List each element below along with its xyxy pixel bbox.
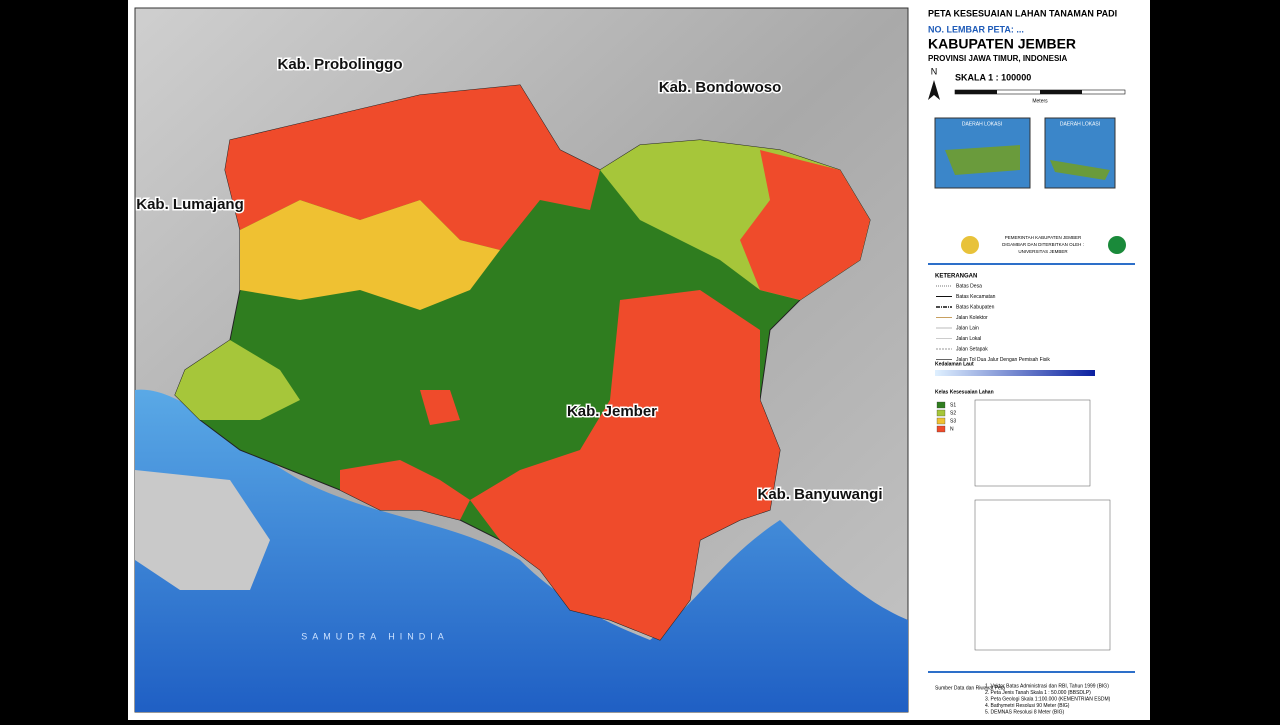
- north-label: N: [931, 66, 938, 76]
- inset-label: DAERAH LOKASI: [1060, 121, 1100, 127]
- inset-land: [1050, 160, 1110, 180]
- zone-n-east: [740, 150, 870, 300]
- island: [135, 470, 270, 590]
- publisher: UNIVERSITAS JEMBER: [1018, 249, 1068, 254]
- class-title: Kelas Kesesuaian Lahan: [935, 389, 994, 395]
- legend-text: Batas Desa: [956, 283, 982, 289]
- source-item: 5. DEMNAS Resolusi 8 Meter (BIG): [985, 709, 1065, 715]
- class-swatch: [936, 409, 946, 417]
- region-label: Kab. Probolinggo: [278, 56, 403, 73]
- sheet-number: NO. LEMBAR PETA: ...: [928, 24, 1024, 34]
- zone-n-coast: [340, 460, 470, 520]
- publisher: DIGAMBAR DAN DITERBITKAN OLEH :: [1002, 242, 1084, 247]
- zone-n-patch: [420, 390, 460, 425]
- scale-bar: [1040, 90, 1082, 94]
- heading: KABUPATEN JEMBER: [928, 36, 1076, 52]
- scale-text: SKALA 1 : 100000: [955, 72, 1031, 82]
- source-item: 4. Bathymetri Resolusi 90 Meter (BIG): [985, 703, 1070, 709]
- logo: [1108, 236, 1126, 254]
- inset-land: [945, 145, 1020, 175]
- subheading: PROVINSI JAWA TIMUR, INDONESIA: [928, 54, 1067, 63]
- class-text: S3: [950, 418, 956, 424]
- source-item: 3. Peta Geologi Skala 1:100.000 (KEMENTR…: [985, 696, 1111, 702]
- legend-title: KETERANGAN: [935, 274, 977, 280]
- depth-title: Kedalaman Laut: [935, 361, 974, 367]
- zone-s3-north: [240, 200, 500, 310]
- legend-text: Jalan Kolektor: [956, 315, 988, 321]
- legend-text: Batas Kecamatan: [956, 294, 996, 300]
- source-item: 1. Vektor Batas Administrasi dan RBI, Ta…: [985, 683, 1109, 689]
- class-swatch: [936, 401, 946, 409]
- legend-text: Batas Kabupaten: [956, 304, 995, 310]
- attribute-table: [974, 399, 1111, 651]
- class-text: N: [950, 426, 954, 432]
- legend-text: Jalan Tol Dua Jalur Dengan Pemisah Fisik: [956, 357, 1050, 363]
- class-text: S2: [950, 410, 956, 416]
- inset-label: DAERAH LOKASI: [962, 121, 1002, 127]
- scale-bar: [955, 90, 997, 94]
- region-label: Kab. Lumajang: [136, 196, 244, 213]
- north-arrow: [928, 80, 940, 100]
- depth-ramp: [935, 370, 1095, 376]
- publisher: PEMERINTAH KABUPATEN JEMBER: [1005, 235, 1082, 240]
- class-text: S1: [950, 402, 956, 408]
- legend-text: Jalan Setapak: [956, 346, 988, 352]
- sea: [135, 389, 908, 712]
- legend-text: Jalan Lain: [956, 325, 979, 331]
- region-label: Kab. Jember: [567, 403, 657, 420]
- zone-n-north: [225, 85, 600, 250]
- region-label: Kab. Bondowoso: [659, 79, 782, 96]
- class-swatch: [936, 425, 946, 433]
- sea-label: SAMUDRA HINDIA: [301, 631, 449, 641]
- scale-unit: Meters: [1032, 98, 1048, 104]
- legend-text: Jalan Lokal: [956, 336, 981, 342]
- logo: [961, 236, 979, 254]
- zone-s2-west: [175, 340, 300, 420]
- source-title: Sumber Data dan Riwayat Peta: [935, 685, 1005, 691]
- map-title: PETA KESESUAIAN LAHAN TANAMAN PADI: [928, 8, 1117, 18]
- zone-n-south: [470, 290, 780, 640]
- region-label: Kab. Banyuwangi: [757, 486, 882, 503]
- class-swatch: [936, 417, 946, 425]
- source-item: 2. Peta Jenis Tanah Skala 1 : 50.000 (BB…: [985, 690, 1091, 696]
